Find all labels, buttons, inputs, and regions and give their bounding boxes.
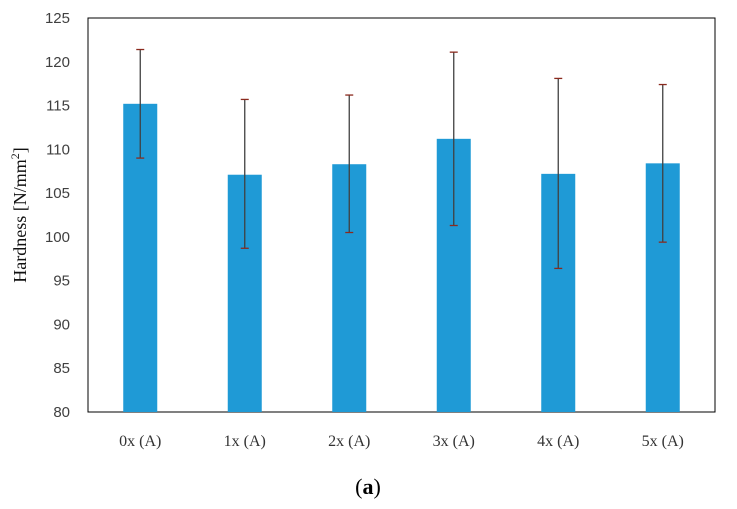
y-tick-label: 85 — [53, 360, 70, 377]
y-axis-label-close: ] — [10, 147, 30, 153]
y-axis-label: Hardness [N/mm2] — [8, 147, 30, 282]
y-axis-label-text: Hardness [N/mm — [10, 159, 30, 282]
y-axis-ticks: 80 85 90 95 100 105 110 115 120 125 — [45, 10, 70, 421]
error-bars — [136, 48, 667, 270]
plot-frame — [87, 17, 716, 413]
figure-caption: (a) — [355, 474, 381, 499]
x-tick-label: 3x (A) — [433, 433, 475, 450]
x-tick-label: 1x (A) — [224, 433, 266, 450]
y-tick-label: 105 — [45, 185, 70, 202]
caption-close: ) — [374, 474, 381, 499]
y-tick-label: 115 — [46, 98, 70, 115]
x-tick-label: 0x (A) — [119, 433, 161, 450]
bar-series — [123, 103, 680, 412]
caption-open: ( — [355, 474, 362, 499]
y-tick-label: 120 — [45, 54, 70, 71]
x-tick-label: 5x (A) — [642, 433, 684, 450]
caption-letter: a — [363, 474, 374, 499]
y-tick-label: 95 — [53, 273, 70, 290]
y-tick-label: 100 — [45, 229, 70, 246]
x-tick-label: 2x (A) — [328, 433, 370, 450]
y-axis-label-superscript: 2 — [8, 153, 22, 159]
y-tick-label: 110 — [46, 141, 70, 158]
y-tick-label: 80 — [53, 404, 70, 421]
x-tick-label: 4x (A) — [537, 433, 579, 450]
y-tick-label: 90 — [53, 316, 70, 333]
y-tick-label: 125 — [45, 10, 70, 27]
x-axis-categories: 0x (A) 1x (A) 2x (A) 3x (A) 4x (A) 5x (A) — [119, 433, 684, 450]
